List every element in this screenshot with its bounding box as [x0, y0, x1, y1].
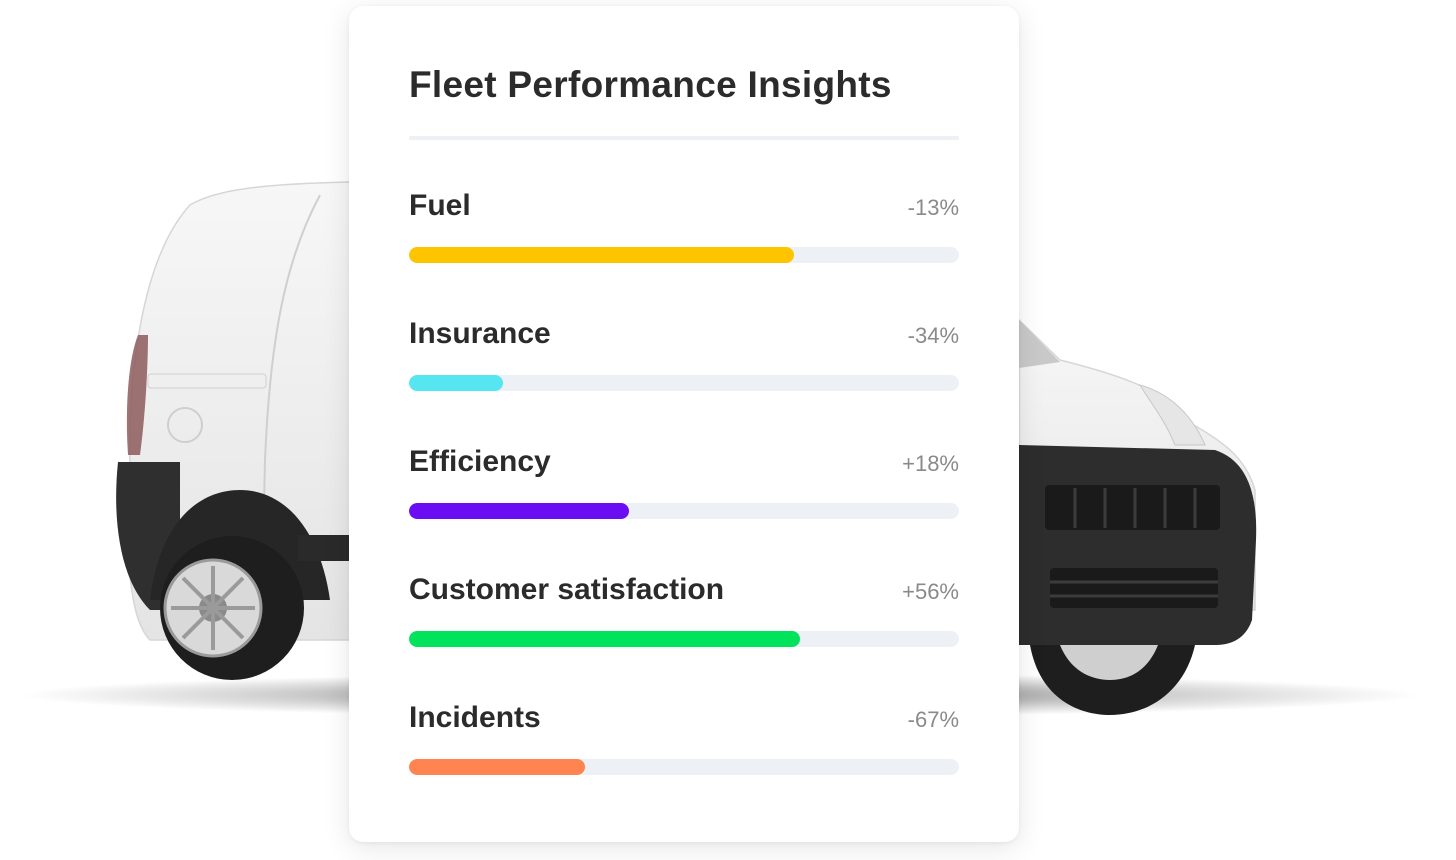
title-divider	[409, 136, 959, 140]
progress-track-efficiency	[409, 503, 959, 519]
metric-change-fuel: -13%	[907, 195, 959, 220]
metric-change-customer-satisfaction: +56%	[902, 579, 959, 604]
card-title: Fleet Performance Insights	[409, 64, 892, 105]
progress-track-customer-satisfaction	[409, 631, 959, 647]
metric-label-fuel: Fuel	[409, 189, 471, 222]
metric-change-incidents: -67%	[907, 707, 959, 732]
metric-change-efficiency: +18%	[902, 451, 959, 476]
metric-customer-satisfaction: Customer satisfaction +56%	[409, 573, 959, 653]
progress-track-insurance	[409, 375, 959, 391]
progress-fill-customer-satisfaction	[409, 631, 800, 647]
metric-incidents: Incidents -67%	[409, 701, 959, 781]
metric-label-incidents: Incidents	[409, 701, 541, 734]
progress-fill-fuel	[409, 247, 794, 263]
progress-fill-efficiency	[409, 503, 629, 519]
progress-fill-insurance	[409, 375, 503, 391]
metric-change-insurance: -34%	[907, 323, 959, 348]
progress-track-fuel	[409, 247, 959, 263]
metric-label-insurance: Insurance	[409, 317, 551, 350]
fleet-performance-card: Fleet Performance Insights Fuel -13% Ins…	[349, 6, 1019, 842]
progress-track-incidents	[409, 759, 959, 775]
progress-fill-incidents	[409, 759, 585, 775]
metric-label-customer-satisfaction: Customer satisfaction	[409, 573, 725, 606]
metric-label-efficiency: Efficiency	[409, 445, 551, 478]
metric-fuel: Fuel -13%	[409, 189, 959, 269]
metric-efficiency: Efficiency +18%	[409, 445, 959, 525]
metric-insurance: Insurance -34%	[409, 317, 959, 397]
